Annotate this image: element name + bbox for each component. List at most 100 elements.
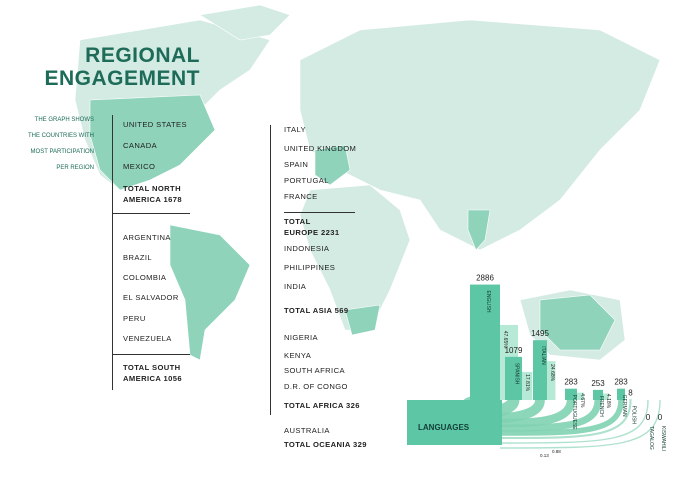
total-value: 569	[334, 306, 349, 315]
country: INDIA	[284, 282, 307, 291]
country: PERU	[123, 314, 146, 323]
language-bar	[533, 340, 547, 400]
language-value: 0	[658, 413, 663, 422]
separator	[112, 354, 190, 355]
share-strip	[522, 371, 533, 400]
country: NIGERIA	[284, 333, 319, 342]
country: EL SALVADOR	[123, 293, 179, 302]
total-label: TOTAL ASIA	[284, 306, 333, 315]
country: CANADA	[123, 141, 158, 150]
country: KENYA	[284, 351, 312, 360]
language-name: SPANISH	[514, 363, 520, 385]
map-highlight	[344, 304, 381, 336]
separator	[284, 212, 355, 213]
language-name: KISWAHILI	[660, 426, 666, 451]
flow	[499, 399, 602, 432]
language-value: 253	[591, 379, 605, 388]
language-share: 0.88	[552, 449, 561, 454]
country: UNITED KINGDOM	[284, 144, 357, 153]
country: BRAZIL	[123, 253, 152, 262]
language-bar	[505, 356, 522, 400]
total-label: TOTAL SOUTH AMERICA	[123, 363, 181, 383]
languages-block	[407, 400, 502, 445]
region-total: TOTAL AFRICA 326	[284, 400, 384, 411]
language-value: 8	[628, 389, 633, 398]
language-value: 0	[646, 413, 651, 422]
flow	[499, 399, 624, 436]
language-share: 0.13	[540, 453, 549, 458]
language-bar	[470, 284, 500, 400]
language-share: 4.18%	[605, 394, 611, 409]
country: SPAIN	[284, 160, 309, 169]
map-highlight	[169, 224, 251, 361]
language-value: 1495	[531, 329, 549, 338]
map-highlight	[467, 209, 491, 251]
country: FRANCE	[284, 192, 318, 201]
country: PORTUGAL	[284, 176, 329, 185]
country: ARGENTINA	[123, 233, 171, 242]
region-total: TOTAL NORTH AMERICA 1678	[123, 183, 203, 205]
description-line: THE GRAPH SHOWS	[34, 117, 94, 123]
region-total: TOTAL EUROPE 2231	[284, 216, 344, 238]
country: PHILIPPINES	[284, 263, 336, 272]
description-line: PER REGION	[56, 165, 94, 171]
language-name: PORTUGUESE	[571, 395, 577, 431]
total-label: TOTAL NORTH AMERICA	[123, 184, 181, 204]
language-share: 4.67%	[579, 393, 585, 408]
language-share: 17.81%	[524, 374, 530, 392]
language-value: 283	[614, 378, 628, 387]
country: UNITED STATES	[123, 120, 187, 129]
divider	[112, 115, 113, 390]
country: MEXICO	[123, 162, 156, 171]
description-line: THE COUNTRIES WITH	[28, 133, 94, 139]
country: VENEZUELA	[123, 334, 172, 343]
language-bar	[593, 389, 603, 400]
region-total: TOTAL ASIA 569	[284, 305, 384, 316]
total-value: 329	[353, 440, 367, 449]
language-value: 283	[564, 378, 578, 387]
country: SOUTH AFRICA	[284, 366, 345, 375]
language-name: ITALIAN	[540, 346, 546, 365]
country: INDONESIA	[284, 244, 330, 253]
country: AUSTRALIA	[284, 426, 330, 435]
flow	[499, 399, 632, 440]
country: ITALY	[284, 125, 306, 134]
language-name: ENGLISH	[485, 291, 491, 313]
language-name: GERMAN	[621, 395, 627, 417]
language-share: 47.65%	[502, 331, 508, 349]
flow	[499, 399, 649, 444]
title: REGIONAL ENGAGEMENT	[44, 44, 200, 90]
language-bar	[617, 388, 625, 400]
languages-label: LANGUAGES	[418, 423, 470, 432]
language-bar	[565, 388, 577, 400]
total-value: 326	[346, 401, 360, 410]
map-highlight	[539, 294, 616, 351]
share-strip	[603, 393, 609, 400]
total-label: TOTAL AFRICA	[284, 401, 344, 410]
country: D.R. OF CONGO	[284, 382, 348, 391]
map-highlight	[89, 94, 216, 191]
separator	[112, 213, 190, 214]
flow	[499, 399, 576, 428]
language-share: 24.68%	[549, 364, 555, 382]
language-value: 2886	[476, 274, 494, 283]
region-total: TOTAL OCEANIA 329	[284, 439, 404, 450]
description: THE GRAPH SHOWS THE COUNTRIES WITH MOST PA…	[0, 112, 94, 176]
description-line: MOST PARTICIPATION	[30, 149, 94, 155]
map-land	[199, 4, 291, 41]
region-total: TOTAL SOUTH AMERICA 1056	[123, 362, 203, 384]
share-strip	[547, 361, 556, 400]
divider	[270, 125, 271, 415]
language-name: TAGALOG	[648, 426, 654, 450]
language-name: POLISH	[631, 406, 637, 425]
total-label: TOTAL EUROPE	[284, 217, 319, 237]
total-value: 1678	[163, 195, 182, 204]
total-value: 1056	[163, 374, 182, 383]
flow	[499, 399, 661, 449]
share-strip	[577, 392, 585, 400]
total-value: 2231	[321, 228, 340, 237]
language-name: FRENCH	[598, 396, 604, 417]
language-value: 1079	[505, 346, 523, 355]
